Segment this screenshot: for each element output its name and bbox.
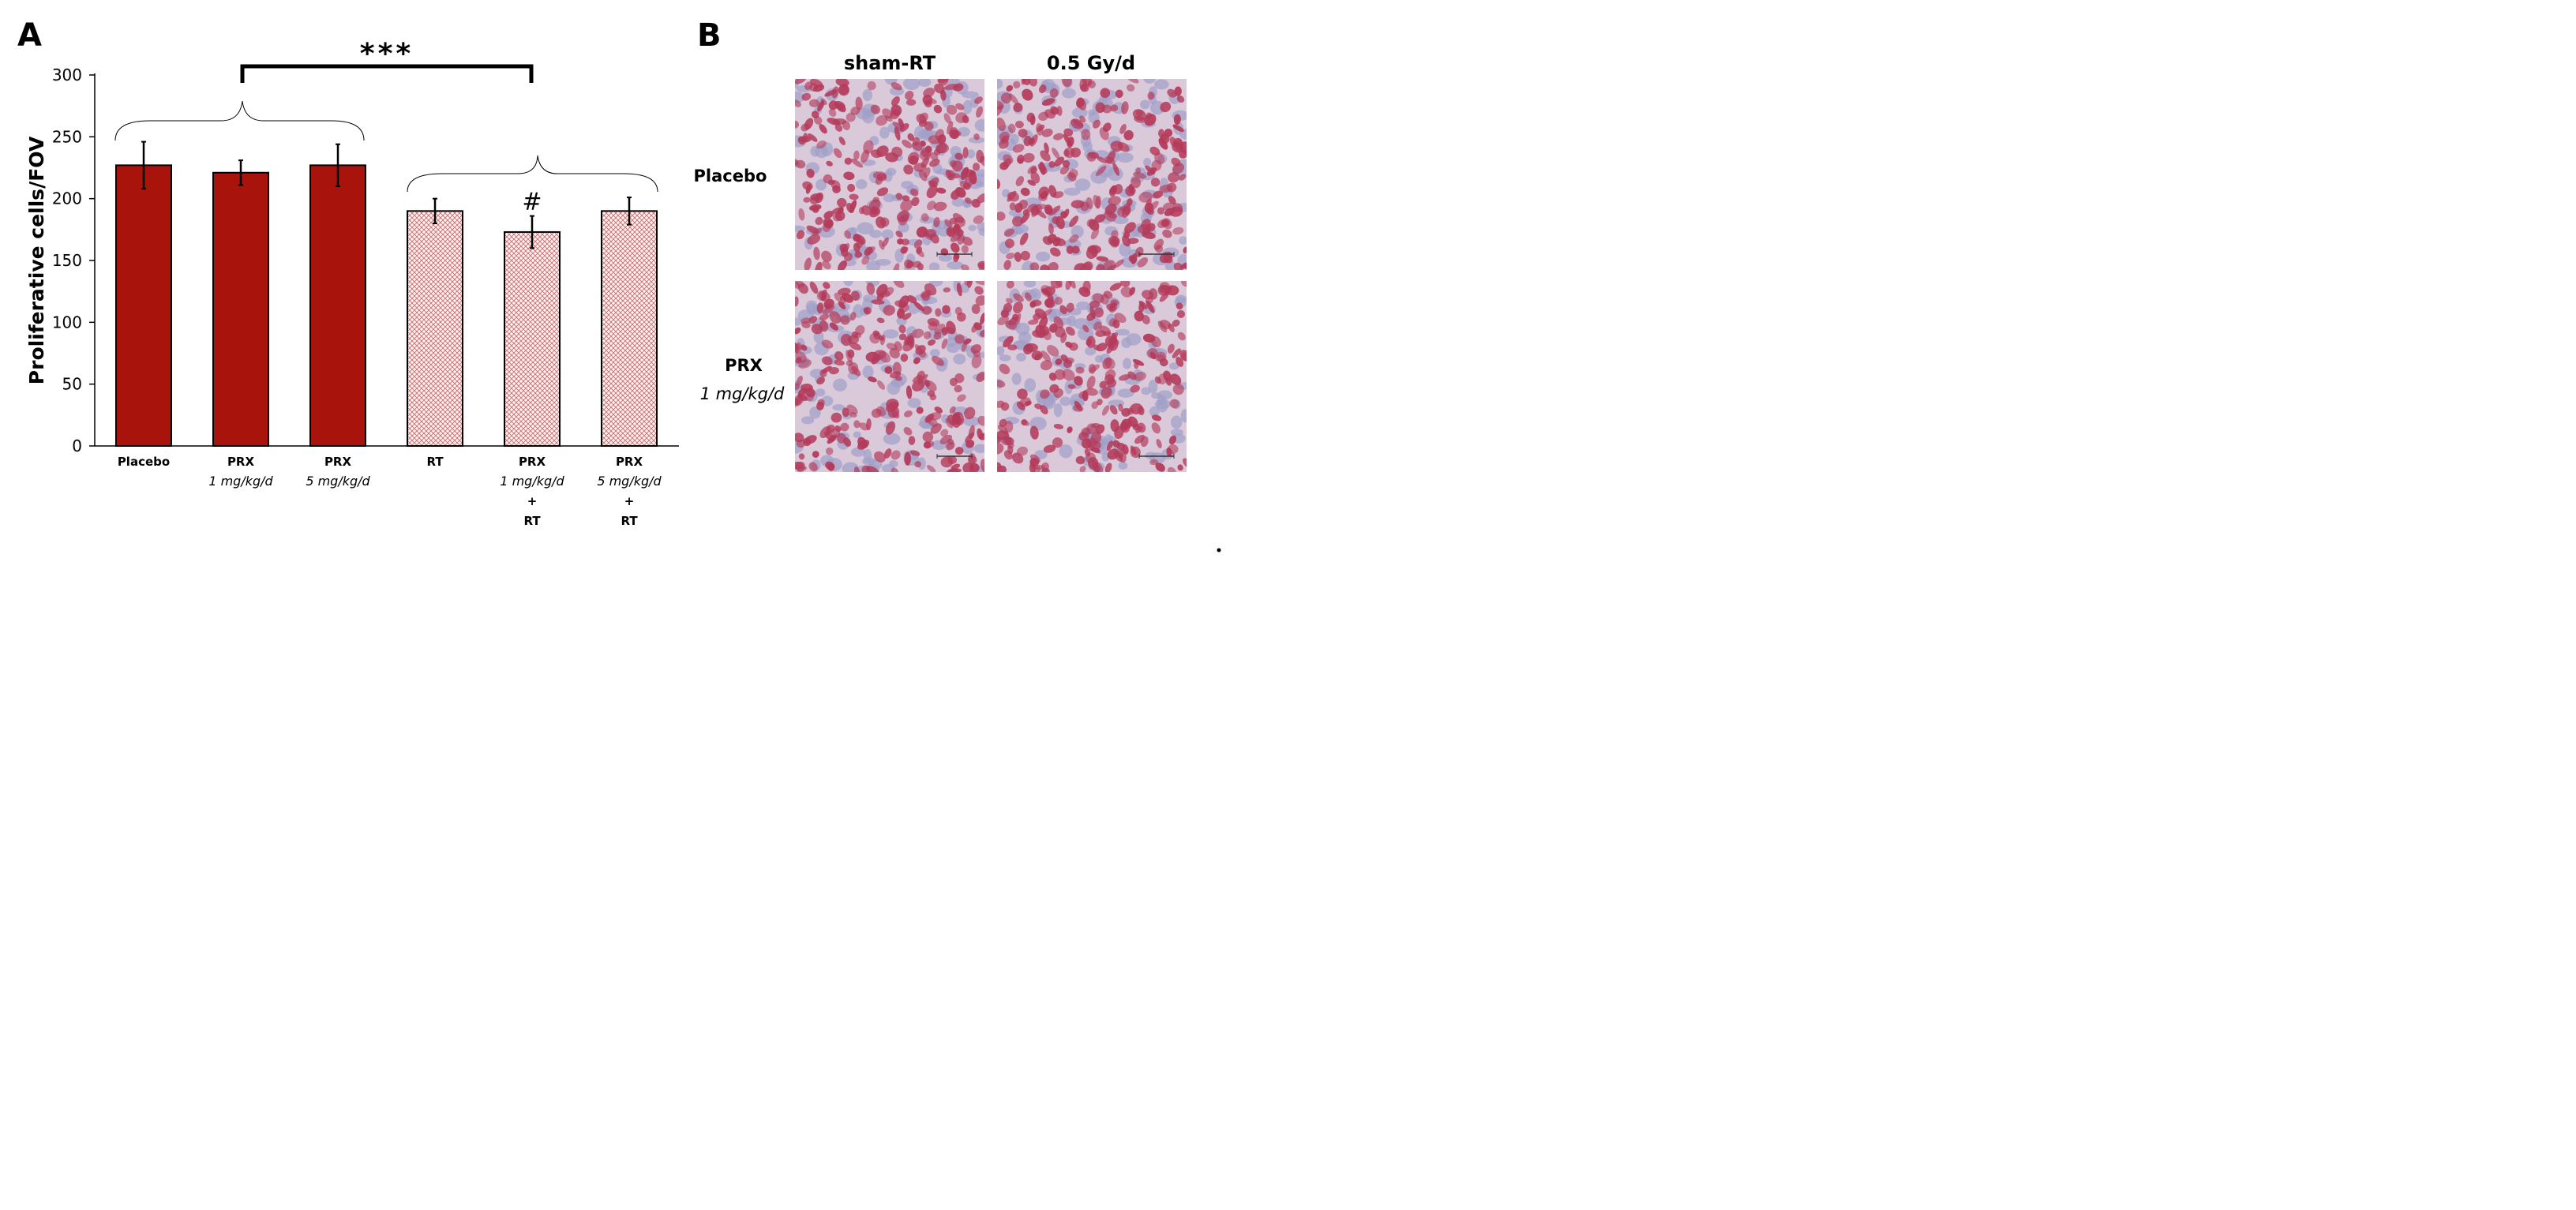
significance-hash: # <box>522 189 542 216</box>
bar <box>504 230 561 447</box>
y-tick-label: 0 <box>72 436 82 455</box>
bar-chart: Proliferative cells/FOV 0 50 100 150 200 250 3… <box>25 38 679 528</box>
column-header-sham-rt: sham-RT <box>844 52 936 74</box>
y-tick-label: 200 <box>52 189 82 208</box>
y-tick-label: 150 <box>52 251 82 270</box>
y-tick-label: 300 <box>52 66 82 84</box>
y-tick-label: 100 <box>52 313 82 332</box>
bars <box>115 164 658 447</box>
micrograph-prx-sham-rt <box>795 281 984 472</box>
micrograph-prx-0-5-gy <box>997 281 1187 472</box>
bar <box>407 210 463 447</box>
significance-stars: *** <box>360 38 414 70</box>
bar <box>212 171 269 447</box>
stray-dot <box>1217 548 1221 553</box>
micrograph-grid <box>795 79 1187 472</box>
group-brace-left <box>114 100 365 141</box>
error-bars <box>141 140 632 249</box>
category-extra-label: RT <box>523 514 541 528</box>
category-extra-label: + <box>527 494 538 508</box>
panel-a-label: A <box>17 17 42 54</box>
figure: A Proliferative cells/FOV 0 50 100 150 200 25… <box>17 17 1221 553</box>
category-label: RT <box>426 455 444 469</box>
category-label: PRX <box>324 455 352 469</box>
y-tick-label: 50 <box>62 375 82 394</box>
row-subheader-prx-dose: 1 mg/kg/d <box>700 384 785 403</box>
category-label: PRX <box>227 455 255 469</box>
category-extra-label: RT <box>621 514 638 528</box>
category-sublabel: 5 mg/kg/d <box>597 474 662 489</box>
category-label: Placebo <box>118 455 170 469</box>
significance-bracket <box>240 64 534 83</box>
micrograph-placebo-sham-rt <box>795 79 984 270</box>
category-labels: Placebo PRX 1 mg/kg/d PRX 5 mg/kg/d RT PRX 1 mg… <box>118 455 662 528</box>
category-sublabel: 1 mg/kg/d <box>208 474 273 489</box>
category-label: PRX <box>616 455 643 469</box>
category-label: PRX <box>519 455 546 469</box>
row-header-placebo: Placebo <box>694 167 767 185</box>
category-sublabel: 1 mg/kg/d <box>500 474 564 489</box>
row-header-prx: PRX <box>725 356 763 375</box>
bar <box>601 210 658 447</box>
category-sublabel: 5 mg/kg/d <box>306 474 370 489</box>
panel-b-label: B <box>697 17 722 54</box>
y-ticks: 0 50 100 150 200 250 300 <box>52 66 95 455</box>
group-brace-right <box>407 155 658 193</box>
column-header-0-5-gy: 0.5 Gy/d <box>1047 52 1135 74</box>
y-tick-label: 250 <box>52 127 82 146</box>
y-axis-title: Proliferative cells/FOV <box>25 136 48 384</box>
category-extra-label: + <box>624 494 635 508</box>
micrograph-placebo-0-5-gy <box>997 79 1187 270</box>
bar <box>309 164 366 447</box>
bar <box>115 164 172 447</box>
